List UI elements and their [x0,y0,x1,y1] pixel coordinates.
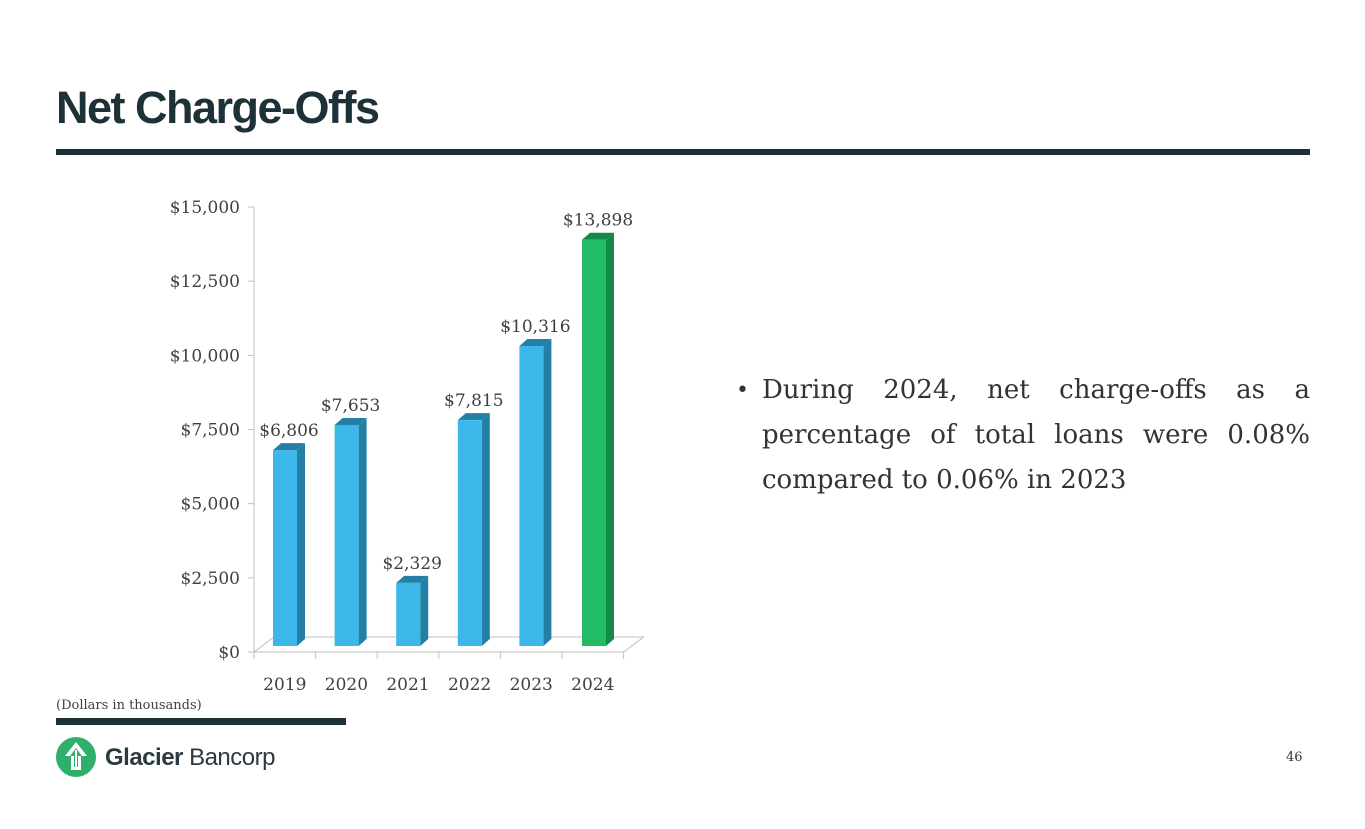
bar-2024 [582,232,614,646]
bar-top [273,443,305,451]
y-tick-label: $5,000 [181,495,240,515]
bar-front [457,420,482,646]
bar-2021 [396,575,429,646]
bar-front [273,450,297,646]
bar-front [334,424,359,646]
bar-front [519,345,544,646]
bar-top [396,575,429,583]
x-tick-label: 2022 [448,675,491,695]
units-footnote: (Dollars in thousands) [56,698,202,713]
bar-side [358,417,367,646]
bar-side [606,232,614,646]
y-tick-label: $0 [218,643,240,663]
company-logo: Glacier Bancorp [55,736,275,780]
bar-side [297,443,305,646]
bar-side [481,413,490,646]
x-tick-label: 2024 [571,675,614,695]
bar-side [420,575,429,646]
x-tick-label: 2020 [325,675,368,695]
bullet-text: During 2024, net charge-offs as a percen… [762,375,1310,495]
bar-side [543,338,552,646]
y-tick-label: $12,500 [170,272,240,292]
x-tick-label: 2019 [263,675,306,695]
y-tick-label: $15,000 [170,198,240,218]
title-divider [56,149,1310,155]
bar-2023 [519,338,552,646]
glacier-tree-icon [56,737,96,777]
data-label: $7,653 [321,396,380,416]
bar-top [519,338,552,346]
x-tick-label: 2023 [510,675,553,695]
data-label: $10,316 [500,317,570,337]
bar-2019 [273,443,305,646]
y-tick-label: $2,500 [181,569,240,589]
bar-2022 [457,413,490,646]
bar-top [457,413,490,421]
bullet-dot-icon: • [736,378,749,403]
bar-front [396,582,421,646]
data-label: $6,806 [259,421,318,441]
bar-front [582,239,606,646]
y-tick-label: $10,000 [170,346,240,366]
y-tick-label: $7,500 [181,421,240,441]
data-label: $2,329 [382,554,441,574]
x-tick-label: 2021 [386,675,429,695]
logo-name-light: Bancorp [189,744,275,771]
data-label: $7,815 [444,391,503,411]
footer-divider [56,718,346,725]
bar-top [334,417,367,425]
bullet-point: • During 2024, net charge-offs as a perc… [736,368,1310,503]
page-number: 46 [1286,750,1303,765]
bar-top [582,232,614,240]
data-label: $13,898 [563,211,633,231]
logo-name-bold: Glacier [105,744,183,771]
logo-wordmark: Glacier Bancorp [105,744,275,772]
bar-2020 [334,417,367,646]
page-title: Net Charge-Offs [56,82,380,133]
